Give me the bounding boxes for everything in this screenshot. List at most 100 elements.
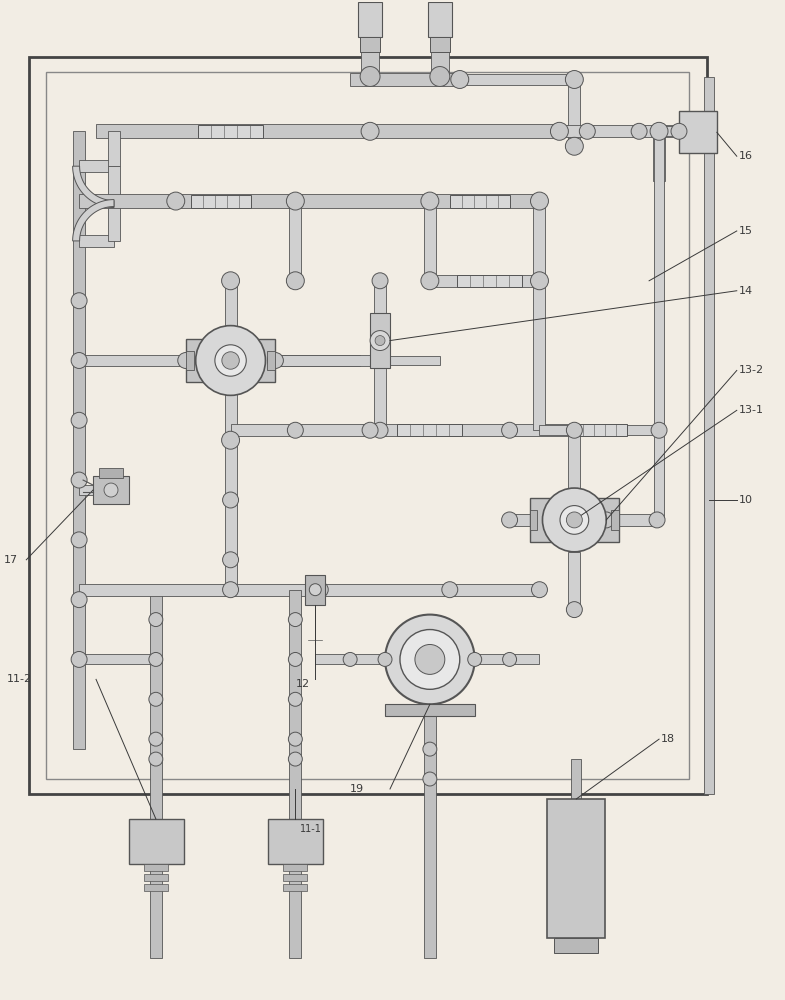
Circle shape [423, 742, 436, 756]
Circle shape [71, 651, 87, 667]
Text: 15: 15 [739, 226, 753, 236]
Circle shape [370, 331, 390, 351]
Bar [191, 195, 250, 208]
Circle shape [288, 613, 302, 627]
Circle shape [221, 272, 239, 290]
Circle shape [378, 652, 392, 666]
Bar [268, 819, 323, 864]
Bar [144, 884, 168, 891]
Bar [612, 510, 619, 530]
Bar [108, 166, 120, 241]
Bar [679, 111, 717, 153]
Circle shape [385, 615, 475, 704]
Circle shape [287, 422, 303, 438]
Circle shape [565, 137, 583, 155]
Circle shape [71, 412, 87, 428]
Bar [129, 819, 184, 864]
Circle shape [415, 644, 445, 674]
Bar [557, 125, 684, 137]
Circle shape [598, 512, 614, 528]
Circle shape [550, 122, 568, 140]
Circle shape [423, 772, 436, 786]
Bar [225, 440, 236, 590]
Circle shape [567, 422, 582, 438]
Circle shape [149, 613, 162, 627]
Bar [283, 884, 307, 891]
Bar [424, 704, 436, 958]
Bar [534, 281, 546, 430]
Bar [79, 355, 186, 366]
Bar [430, 37, 450, 52]
Circle shape [649, 512, 665, 528]
Circle shape [468, 652, 482, 666]
Circle shape [287, 272, 305, 290]
Bar [79, 235, 114, 247]
Bar [657, 126, 681, 136]
Bar [374, 368, 386, 430]
Bar [276, 355, 370, 366]
Bar [29, 57, 706, 794]
Bar [455, 74, 575, 85]
Circle shape [268, 353, 283, 368]
Circle shape [288, 752, 302, 766]
Bar [568, 430, 580, 488]
Circle shape [290, 835, 301, 847]
Bar [653, 131, 665, 181]
Circle shape [150, 835, 162, 847]
Bar [198, 125, 263, 138]
Circle shape [372, 422, 388, 438]
Circle shape [502, 652, 517, 666]
Circle shape [531, 272, 549, 290]
Bar [361, 2, 379, 81]
Circle shape [309, 584, 321, 596]
Text: 16: 16 [739, 151, 753, 161]
Circle shape [560, 506, 589, 534]
Bar [530, 498, 619, 542]
Circle shape [502, 422, 517, 438]
Text: 12: 12 [295, 679, 309, 689]
Circle shape [288, 732, 302, 746]
Circle shape [287, 192, 305, 210]
Circle shape [288, 692, 302, 706]
Bar [385, 704, 475, 716]
Circle shape [104, 483, 118, 497]
Bar [360, 37, 380, 52]
Bar [547, 799, 605, 938]
Circle shape [312, 582, 328, 598]
Circle shape [372, 273, 388, 289]
Circle shape [144, 829, 168, 853]
Circle shape [531, 192, 549, 210]
Circle shape [671, 123, 687, 139]
Circle shape [288, 652, 302, 666]
Text: 17: 17 [3, 555, 17, 565]
Circle shape [166, 192, 184, 210]
Text: 10: 10 [739, 495, 753, 505]
Circle shape [149, 752, 162, 766]
Text: 19: 19 [350, 784, 364, 794]
Circle shape [430, 67, 450, 86]
Bar [144, 874, 168, 881]
Bar [225, 281, 236, 339]
Circle shape [283, 829, 307, 853]
Bar [283, 864, 307, 871]
Bar [350, 73, 460, 86]
Bar [374, 281, 386, 313]
Bar [46, 72, 689, 779]
Bar [231, 584, 539, 596]
Bar [79, 654, 156, 664]
Bar [431, 2, 449, 81]
Circle shape [223, 374, 239, 390]
Bar [225, 382, 236, 440]
Circle shape [542, 488, 606, 552]
Circle shape [361, 122, 379, 140]
Bar [79, 584, 231, 596]
Bar [79, 160, 114, 172]
Circle shape [360, 67, 380, 86]
Bar [450, 195, 509, 208]
Bar [571, 759, 582, 799]
Circle shape [215, 345, 246, 376]
Bar [276, 355, 360, 366]
Text: 11-1: 11-1 [301, 824, 322, 834]
Bar [534, 201, 546, 281]
Circle shape [223, 492, 239, 508]
